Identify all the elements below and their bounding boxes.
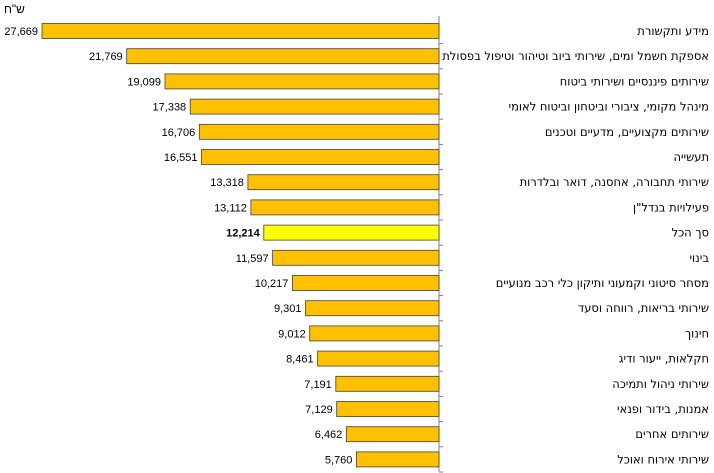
category-label: מינהל מקומי, ציבורי וביטחון וביטוח לאומי: [509, 100, 709, 114]
category-label: שירותי ניהול ותמיכה: [612, 377, 709, 391]
bar: [309, 325, 440, 342]
value-label: 6,462: [315, 429, 343, 441]
category-label: שירותי בריאות, רווחה וסעד: [578, 301, 709, 315]
bar: [198, 123, 440, 140]
bar: [250, 199, 440, 216]
bar: [291, 275, 440, 291]
value-label: 13,318: [210, 177, 244, 189]
bar: [126, 48, 440, 65]
value-label: 9,012: [278, 328, 306, 340]
bar: [335, 375, 440, 392]
bar: [41, 23, 440, 39]
bar: [201, 149, 440, 165]
bar: [247, 174, 440, 191]
bar: [355, 451, 440, 468]
bar: [317, 350, 440, 367]
bar: [272, 249, 440, 266]
category-label: פעילויות בנדל"ן: [633, 200, 709, 214]
category-label: שירותי אירוח ואוכל: [617, 452, 709, 466]
value-label: 21,769: [89, 51, 123, 63]
unit-label: ש"ח: [4, 2, 25, 16]
category-label: סך הכל: [672, 226, 709, 240]
bar: [345, 426, 440, 443]
value-label: 16,551: [164, 152, 198, 164]
category-label: שירותים פיננסיים ושירותי ביטוח: [560, 74, 709, 88]
value-label: 17,338: [153, 102, 187, 114]
category-label: אמנות, בידור ופנאי: [617, 402, 709, 416]
value-label: 19,099: [127, 76, 161, 88]
category-label: חינוך: [685, 326, 709, 340]
category-label: שירותים אחרים: [635, 427, 709, 441]
value-label: 7,129: [305, 404, 333, 416]
value-label: 16,706: [162, 127, 196, 139]
category-label: תעשייה: [673, 150, 709, 164]
category-label: שירותים מקצועיים, מדעיים וטכנים: [545, 125, 709, 139]
value-label: 12,214: [226, 228, 261, 240]
category-label: שירותי תחבורה, אחסנה, דואר ובלדרות: [520, 175, 709, 189]
value-label: 10,217: [255, 278, 289, 290]
category-label: מסחר סיטוני וקמעוני ותיקון כלי רכב מנועי…: [496, 276, 709, 290]
value-label: 5,760: [325, 454, 353, 466]
category-label: מידע ותקשורת: [637, 24, 709, 38]
value-label: 8,461: [286, 354, 314, 366]
value-label: 13,112: [214, 202, 247, 214]
value-label: 7,191: [304, 379, 332, 391]
value-label: 27,669: [4, 26, 38, 38]
bar-total: [263, 224, 440, 241]
bar: [336, 401, 440, 417]
category-label: אספקת חשמל ומים, שירותי ביוב וטיהור וטיפ…: [442, 49, 709, 63]
value-label: 11,597: [236, 253, 269, 265]
category-label: בינוי: [689, 251, 709, 265]
bar: [164, 73, 440, 90]
category-label: חקלאות, ייעור ודיג: [619, 352, 709, 366]
value-label: 9,301: [274, 303, 302, 315]
bar: [189, 98, 440, 115]
bar: [305, 300, 440, 317]
